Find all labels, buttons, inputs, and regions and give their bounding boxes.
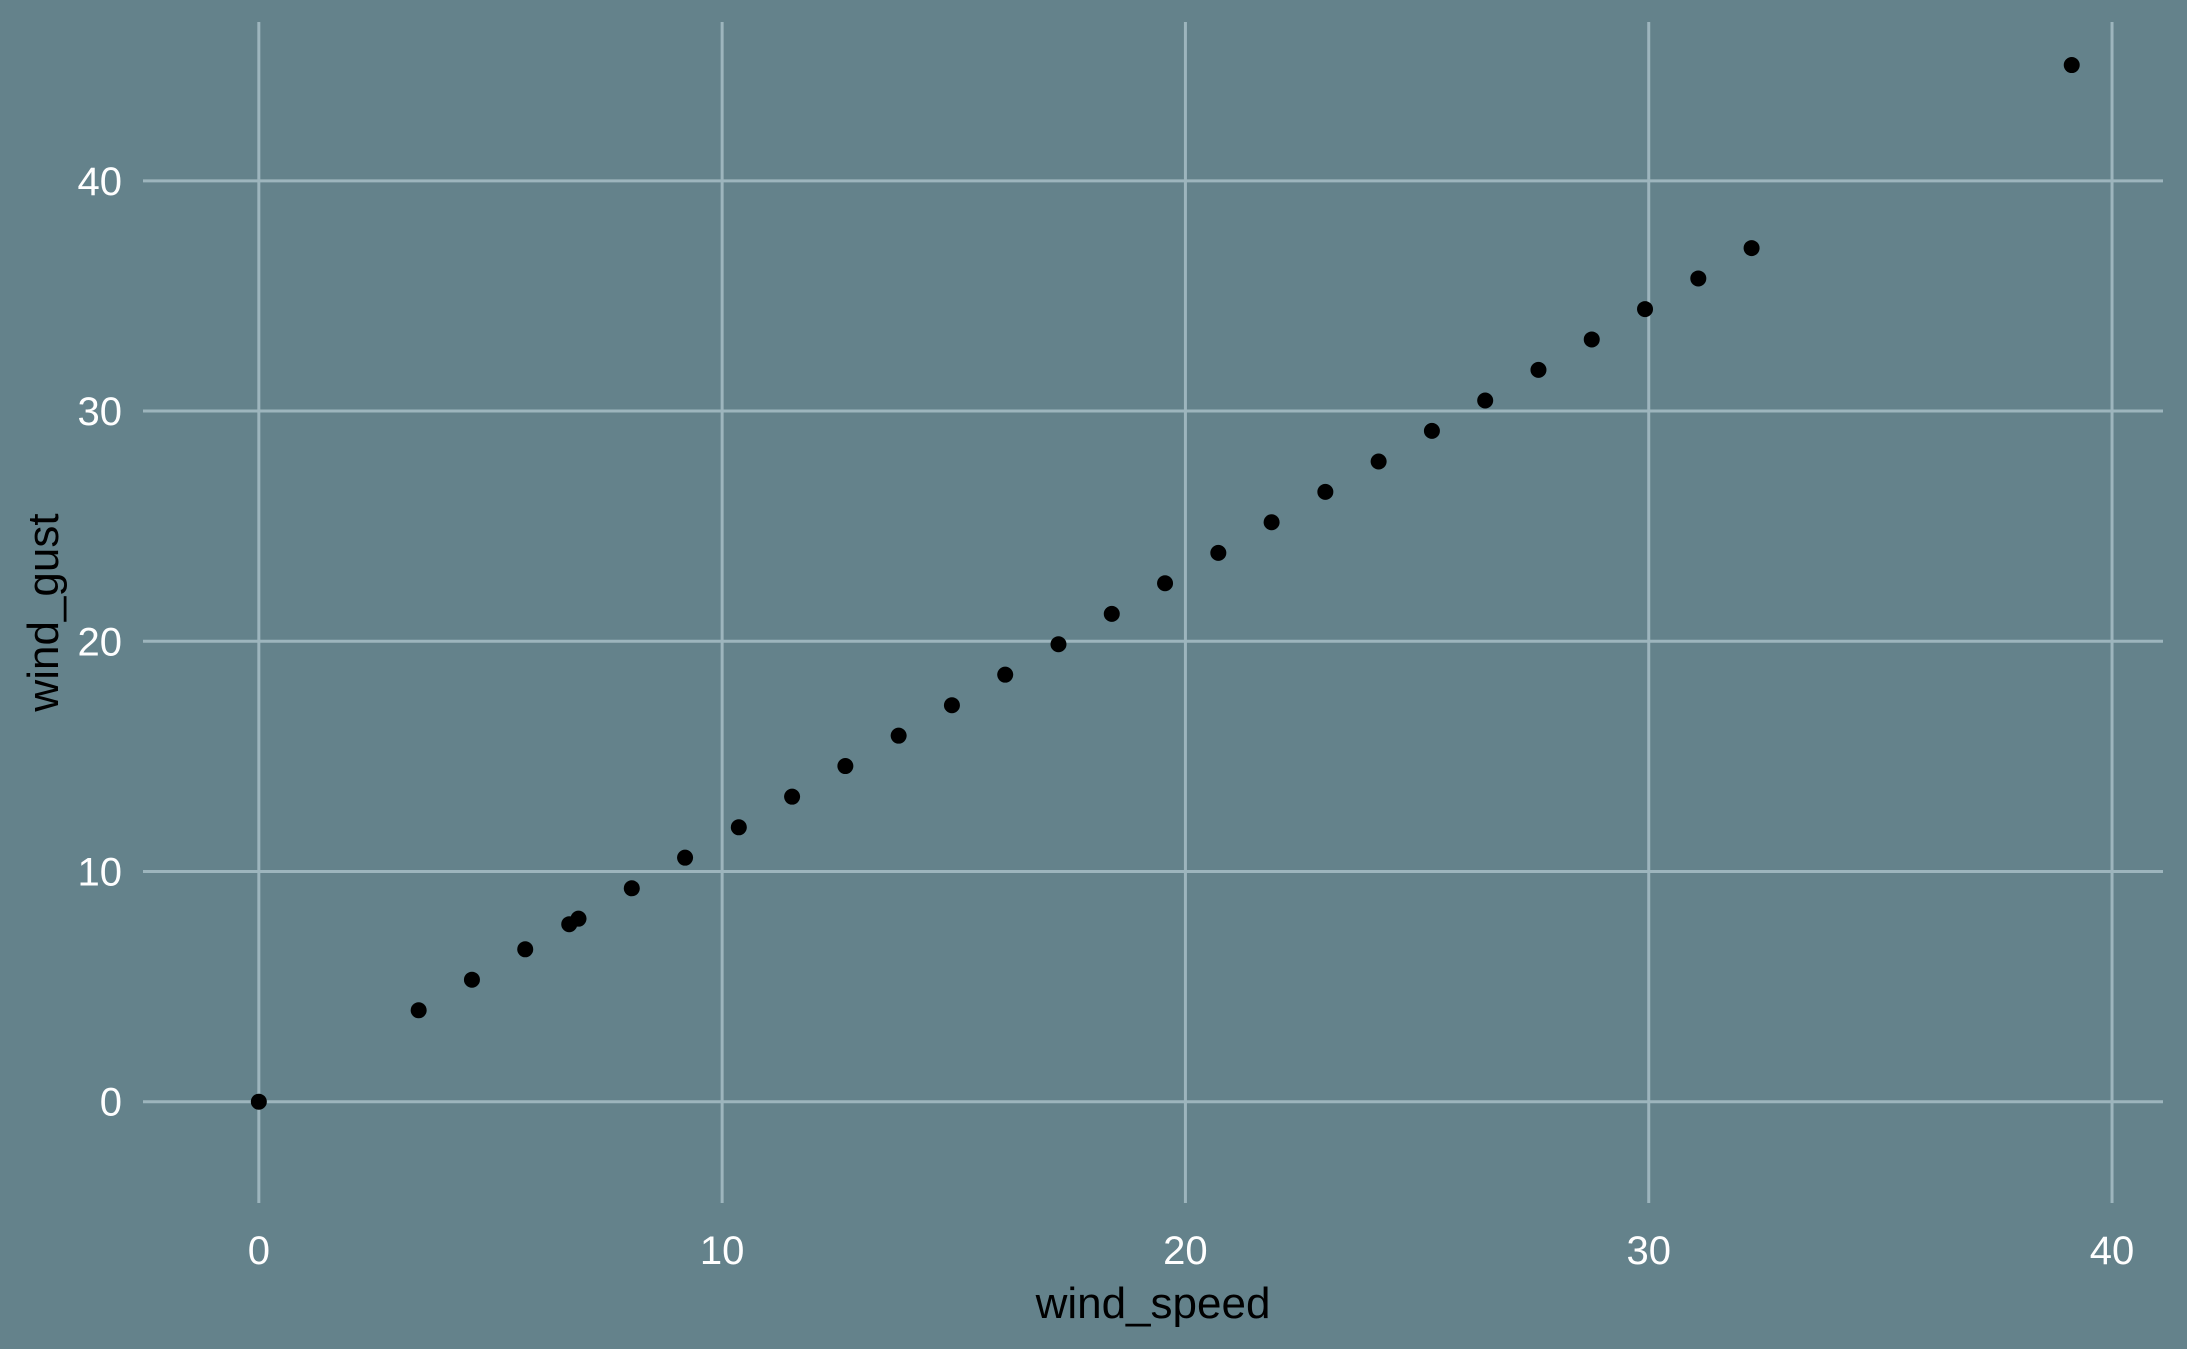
data-point <box>1103 605 1120 622</box>
data-point <box>784 788 801 805</box>
y-axis-label: wind_gust <box>19 513 68 712</box>
x-axis-label: wind_speed <box>1035 1279 1271 1328</box>
data-point <box>623 880 640 897</box>
x-tick-label: 30 <box>1626 1229 1671 1273</box>
data-point <box>1477 392 1494 409</box>
data-point <box>1423 422 1440 439</box>
data-point <box>1317 483 1334 500</box>
data-point <box>250 1093 267 1110</box>
data-point <box>2063 57 2080 74</box>
data-point <box>1263 514 1280 531</box>
data-point <box>1530 361 1547 378</box>
y-tick-label: 30 <box>78 390 123 434</box>
data-point <box>997 666 1014 683</box>
data-point <box>1050 636 1067 653</box>
data-point <box>517 941 534 958</box>
x-tick-label: 10 <box>700 1229 745 1273</box>
data-point <box>730 819 747 836</box>
data-point <box>1637 301 1654 318</box>
data-point <box>1370 453 1387 470</box>
data-point <box>410 1002 427 1019</box>
data-point <box>837 758 854 775</box>
y-tick-label: 10 <box>78 850 123 894</box>
data-point <box>570 910 587 927</box>
data-point <box>890 727 907 744</box>
data-point <box>1210 544 1227 561</box>
data-point <box>1583 331 1600 348</box>
y-tick-label: 0 <box>100 1081 122 1125</box>
x-tick-label: 40 <box>2090 1229 2135 1273</box>
data-point <box>1743 240 1760 257</box>
data-point <box>463 971 480 988</box>
x-tick-label: 20 <box>1163 1229 1208 1273</box>
data-point <box>943 697 960 714</box>
data-points <box>250 57 2080 1110</box>
data-point <box>677 849 694 866</box>
x-tick-label: 0 <box>248 1229 270 1273</box>
gridlines <box>143 22 2163 1203</box>
data-point <box>1690 270 1707 287</box>
y-tick-label: 20 <box>78 620 123 664</box>
data-point <box>1157 575 1174 592</box>
tick-labels: 0 10 20 30 40 0 10 20 30 40 <box>78 160 2135 1273</box>
y-tick-label: 40 <box>78 160 123 204</box>
